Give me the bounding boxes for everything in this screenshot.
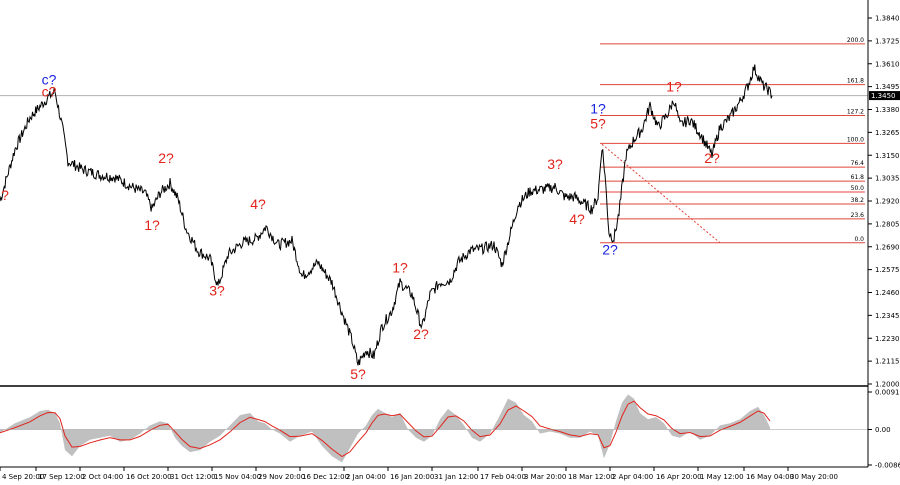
time-tick-label: 16 Jan 20:00 <box>390 473 434 481</box>
price-tick-label: 1.2690 <box>875 243 900 251</box>
osc-tick-label: 0.00 <box>875 426 891 434</box>
time-tick-label: 2 Oct 04:00 <box>82 473 123 481</box>
price-tick-label: 1.2230 <box>875 335 900 343</box>
oscillator-histogram <box>0 394 770 463</box>
fib-level-label: 127.2 <box>847 108 864 115</box>
time-tick-label: 3 Mar 20:00 <box>524 473 566 481</box>
fib-level-label: 0.0 <box>854 236 864 243</box>
price-tick-label: 1.3725 <box>875 37 900 45</box>
fib-level-label: 50.0 <box>851 185 865 192</box>
price-tick-label: 1.2460 <box>875 289 900 297</box>
time-tick-label: 2 Apr 04:00 <box>612 473 653 481</box>
time-tick-label: 15 Nov 04:00 <box>214 473 261 481</box>
fib-level-label: 76.4 <box>851 160 865 167</box>
fib-level-label: 61.8 <box>851 174 865 181</box>
fib-level-label: 200.0 <box>847 37 864 44</box>
wave-label: c? <box>42 84 57 100</box>
fib-level-label: 38.2 <box>851 197 865 204</box>
price-tick-label: 1.2115 <box>875 358 900 366</box>
time-tick-label: 16 Dec 12:00 <box>302 473 349 481</box>
price-tick-label: 1.2805 <box>875 220 900 228</box>
time-tick-label: 17 Sep 12:00 <box>38 473 85 481</box>
wave-label: ? <box>1 187 9 203</box>
wave-label: 2? <box>704 150 720 166</box>
wave-label: 4? <box>569 211 585 227</box>
wave-label: 2? <box>413 326 429 342</box>
time-tick-label: 1 May 12:00 <box>700 473 744 481</box>
wave-label: 2? <box>602 242 618 258</box>
time-tick-label: 2 Jan 04:00 <box>346 473 386 481</box>
time-tick-label: 16 May 04:00 <box>746 473 794 481</box>
time-tick-label: 16 Oct 20:00 <box>126 473 172 481</box>
price-tick-label: 1.2575 <box>875 266 900 274</box>
time-tick-label: 16 Apr 20:00 <box>656 473 702 481</box>
fib-level-label: 23.6 <box>851 212 865 219</box>
price-tick-label: 1.3150 <box>875 152 900 160</box>
time-tick-label: 4 Sep 20:00 <box>2 473 44 481</box>
price-tick-label: 1.3840 <box>875 15 900 23</box>
wave-label: 1? <box>590 100 606 116</box>
price-tag: 1.3450 <box>869 91 900 101</box>
osc-tick-label: -0.00862 <box>875 462 900 470</box>
time-tick-label: 17 Feb 04:00 <box>480 473 526 481</box>
price-tick-label: 1.3035 <box>875 175 900 183</box>
wave-label: 1? <box>144 217 160 233</box>
trend-line[interactable] <box>601 143 721 244</box>
price-tick-label: 1.3380 <box>875 106 900 114</box>
price-tick-label: 1.3265 <box>875 129 900 137</box>
time-tick-label: 31 Jan 12:00 <box>434 473 478 481</box>
oscillator-pane[interactable] <box>0 394 868 463</box>
wave-labels: c?c??2?1?4?3?1?2?5?3?4?1?5?2?1?2? <box>1 72 720 382</box>
oscillator-axis[interactable]: 0.0091 0.00 -0.00862 <box>868 389 900 470</box>
time-tick-label: 30 May 20:00 <box>790 473 838 481</box>
wave-label: 3? <box>547 156 563 172</box>
osc-tick-label: 0.0091 <box>875 389 900 397</box>
wave-label: c? <box>42 72 57 88</box>
wave-label: 2? <box>158 150 174 166</box>
price-tick-label: 1.3495 <box>875 83 900 91</box>
price-tick-label: 1.2000 <box>875 381 900 389</box>
price-tag-text: 1.3450 <box>871 92 896 100</box>
price-tick-label: 1.3610 <box>875 60 900 68</box>
oscillator-signal-line <box>0 400 771 458</box>
price-series-line <box>0 64 773 366</box>
price-tick-label: 1.2345 <box>875 312 900 320</box>
fib-level-label: 161.8 <box>847 78 864 85</box>
price-axis[interactable]: 1.3840 1.3725 1.3610 1.3495 1.3380 1.3265 1.31… <box>868 15 900 389</box>
fib-level-label: 100.0 <box>847 136 864 143</box>
wave-label: 3? <box>209 282 225 298</box>
time-tick-label: 31 Oct 12:00 <box>170 473 216 481</box>
price-pane[interactable]: 200.0 161.8 127.2 100.0 76.4 61.8 50.0 38.2 23.6… <box>0 37 868 382</box>
wave-label: 4? <box>250 196 266 212</box>
wave-label: 5? <box>590 115 606 131</box>
wave-label: 5? <box>350 366 366 382</box>
time-tick-label: 29 Nov 20:00 <box>258 473 305 481</box>
wave-label: 1? <box>666 79 682 95</box>
fibonacci-levels[interactable]: 200.0 161.8 127.2 100.0 76.4 61.8 50.0 38.2 23.6… <box>600 37 865 244</box>
time-tick-label: 18 Mar 12:00 <box>568 473 615 481</box>
price-tick-label: 1.2920 <box>875 198 900 206</box>
wave-label: 1? <box>392 260 408 276</box>
